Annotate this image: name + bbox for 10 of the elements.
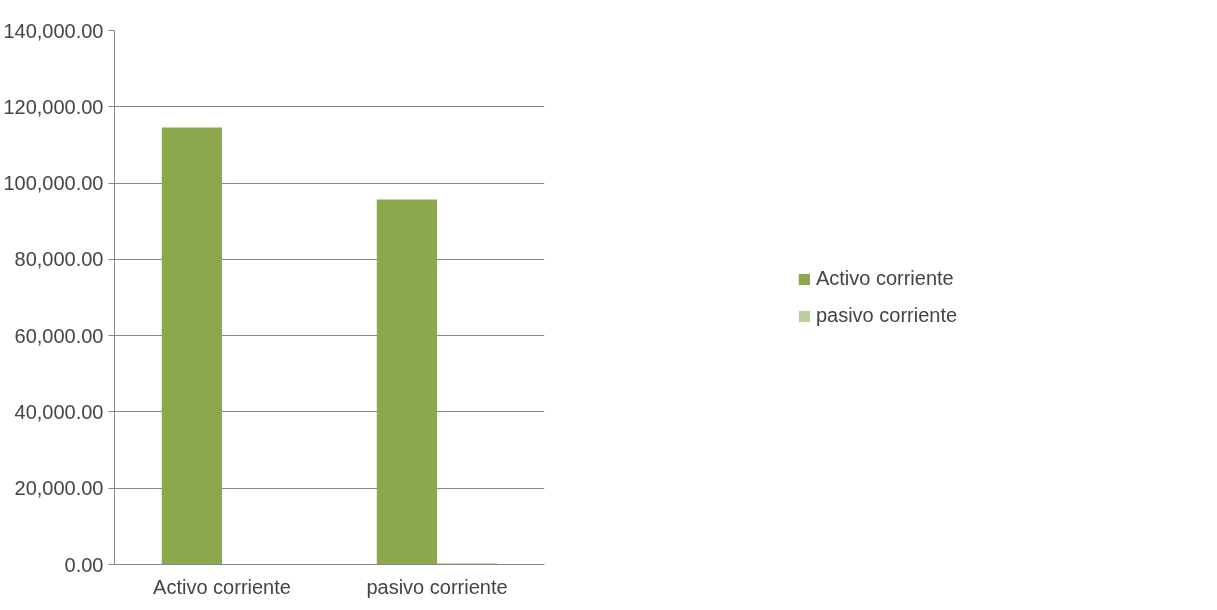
legend-label: Activo corriente bbox=[815, 267, 954, 290]
y-tick-label: 100,000.00 bbox=[3, 172, 104, 195]
y-tick-label: 80,000.00 bbox=[14, 248, 104, 271]
y-tick-label: 20,000.00 bbox=[14, 477, 104, 500]
y-tick-label: 120,000.00 bbox=[3, 95, 104, 118]
y-tick-label: 40,000.00 bbox=[14, 400, 104, 423]
y-tick-label: 140,000.00 bbox=[3, 19, 104, 42]
y-tick-label: 60,000.00 bbox=[14, 324, 104, 347]
y-tick-label: 0.00 bbox=[64, 553, 104, 576]
legend-label: pasivo corriente bbox=[815, 304, 958, 327]
